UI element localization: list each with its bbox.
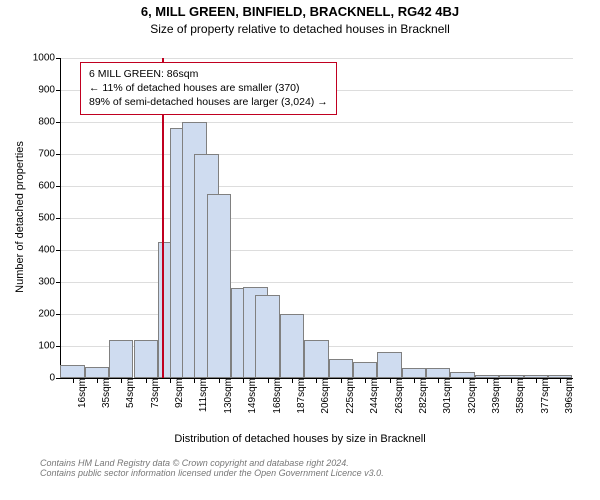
histogram-bar — [304, 340, 328, 378]
histogram-bar — [207, 194, 231, 378]
y-tick-label: 900 — [38, 85, 61, 96]
histogram-bar — [377, 352, 401, 378]
y-tick-label: 400 — [38, 245, 61, 256]
summary-line-3: 89% of semi-detached houses are larger (… — [89, 95, 328, 109]
footer-line-1: Contains HM Land Registry data © Crown c… — [40, 458, 384, 468]
summary-line-2: ← 11% of detached houses are smaller (37… — [89, 81, 328, 95]
footer-line-2: Contains public sector information licen… — [40, 468, 384, 478]
x-tick-label: 206sqm — [316, 378, 331, 414]
x-tick-label: 92sqm — [170, 378, 185, 408]
x-tick-label: 35sqm — [97, 378, 112, 408]
histogram-bar — [353, 362, 377, 378]
x-tick-label: 54sqm — [121, 378, 136, 408]
attribution-footer: Contains HM Land Registry data © Crown c… — [40, 458, 384, 478]
y-tick-label: 600 — [38, 181, 61, 192]
x-tick-label: 244sqm — [365, 378, 380, 414]
histogram-bar — [329, 359, 353, 378]
x-axis-label: Distribution of detached houses by size … — [0, 433, 600, 445]
x-tick-label: 149sqm — [243, 378, 258, 414]
y-tick-label: 700 — [38, 149, 61, 160]
x-tick-label: 339sqm — [487, 378, 502, 414]
histogram-bar — [85, 367, 109, 378]
summary-line-1: 6 MILL GREEN: 86sqm — [89, 67, 328, 81]
y-axis-label: Number of detached properties — [14, 127, 26, 307]
summary-box: 6 MILL GREEN: 86sqm ← 11% of detached ho… — [80, 62, 337, 115]
y-tick-label: 300 — [38, 277, 61, 288]
x-tick-label: 263sqm — [390, 378, 405, 414]
y-tick-label: 800 — [38, 117, 61, 128]
histogram-bar — [109, 340, 133, 378]
x-tick-label: 73sqm — [146, 378, 161, 408]
chart-subtitle: Size of property relative to detached ho… — [0, 22, 600, 36]
x-tick-label: 377sqm — [536, 378, 551, 414]
x-tick-label: 130sqm — [219, 378, 234, 414]
x-tick-label: 282sqm — [414, 378, 429, 414]
histogram-bar — [402, 368, 426, 378]
histogram-bar — [280, 314, 304, 378]
x-tick-label: 168sqm — [268, 378, 283, 414]
x-tick-label: 187sqm — [292, 378, 307, 414]
x-tick-label: 225sqm — [341, 378, 356, 414]
y-tick-label: 100 — [38, 341, 61, 352]
page-title: 6, MILL GREEN, BINFIELD, BRACKNELL, RG42… — [0, 4, 600, 19]
y-tick-label: 1000 — [33, 53, 61, 64]
x-tick-label: 396sqm — [560, 378, 575, 414]
x-tick-label: 16sqm — [73, 378, 88, 408]
y-tick-label: 200 — [38, 309, 61, 320]
x-tick-label: 301sqm — [438, 378, 453, 414]
y-tick-label: 0 — [49, 373, 61, 384]
histogram-bar — [60, 365, 84, 378]
x-tick-label: 358sqm — [511, 378, 526, 414]
x-tick-label: 320sqm — [463, 378, 478, 414]
histogram-bar — [134, 340, 158, 378]
histogram-bar — [255, 295, 279, 378]
histogram-bar — [426, 368, 450, 378]
y-tick-label: 500 — [38, 213, 61, 224]
x-tick-label: 111sqm — [194, 378, 209, 412]
